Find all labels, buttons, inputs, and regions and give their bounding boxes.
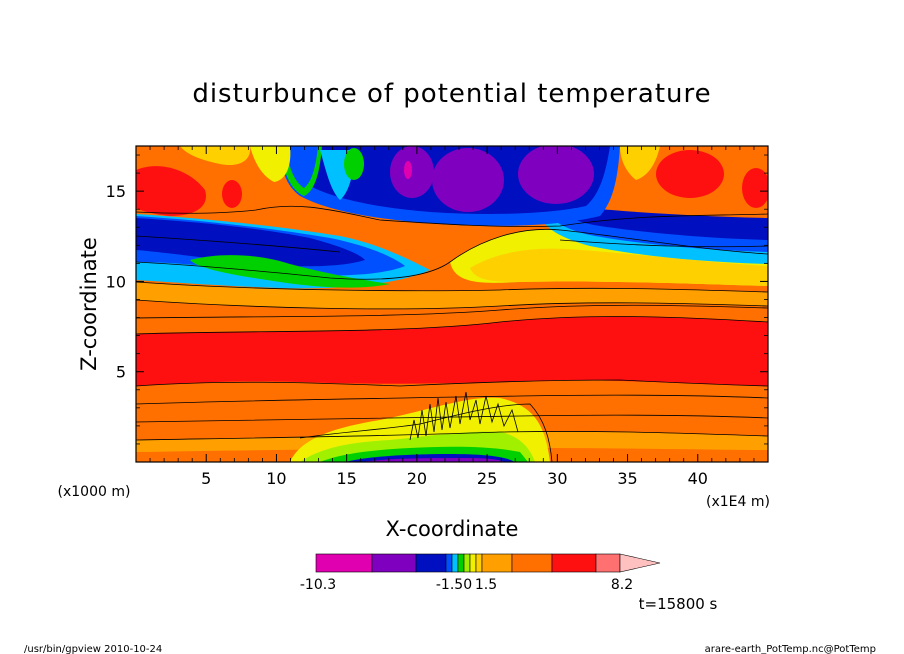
colorbar-label: -1.50	[436, 577, 472, 593]
footer-right: arare-earth_PotTemp.nc@PotTemp	[705, 644, 876, 654]
colorbar-segment	[371, 553, 417, 573]
y-tick-label: 15	[106, 182, 126, 201]
x-tick-label: 30	[547, 469, 567, 488]
x-axis-ticks: 5 10 15 20 25 30 35 40	[149, 146, 755, 488]
y-axis-ticks: 5 10 15	[106, 154, 768, 445]
colorbar-segment	[315, 553, 373, 573]
colorbar-segment	[445, 553, 453, 573]
x-unit-label: (x1E4 m)	[706, 494, 770, 510]
contour-field	[136, 146, 768, 462]
chart-title: disturbunce of potential temperature	[192, 79, 711, 109]
colorbar-arrow	[619, 553, 661, 573]
colorbar-segment	[475, 553, 483, 573]
colorbar-segment	[415, 553, 447, 573]
colorbar-segment	[481, 553, 513, 573]
colorbar-label: -10.3	[300, 577, 336, 593]
colorbar-label: 8.2	[611, 577, 633, 593]
x-tick-label: 15	[336, 469, 356, 488]
colorbar-segment	[511, 553, 553, 573]
colorbar-labels: -10.3 -1.50 1.5 8.2	[300, 577, 633, 593]
colorbar-segment	[469, 553, 477, 573]
colorbar-segment	[595, 553, 621, 573]
y-axis-label: Z-coordinate	[77, 237, 101, 371]
x-tick-label: 20	[407, 469, 427, 488]
y-tick-label: 10	[106, 272, 126, 291]
colorbar-segment	[551, 553, 597, 573]
x-axis-label: X-coordinate	[386, 517, 519, 541]
footer-left: /usr/bin/gpview 2010-10-24	[24, 644, 162, 654]
x-tick-label: 35	[617, 469, 637, 488]
y-tick-label: 5	[116, 363, 126, 382]
colorbar-segment	[457, 553, 465, 573]
x-tick-label: 10	[266, 469, 286, 488]
colorbar-label: 1.5	[475, 577, 497, 593]
colorbar	[315, 553, 661, 573]
colorbar-segment	[463, 553, 471, 573]
plot-frame	[135, 145, 769, 463]
y-unit-label: (x1000 m)	[58, 484, 131, 500]
x-tick-label: 5	[201, 469, 211, 488]
x-tick-label: 25	[477, 469, 497, 488]
colorbar-segment	[451, 553, 459, 573]
time-label: t=15800 s	[639, 595, 718, 613]
x-tick-label: 40	[688, 469, 708, 488]
